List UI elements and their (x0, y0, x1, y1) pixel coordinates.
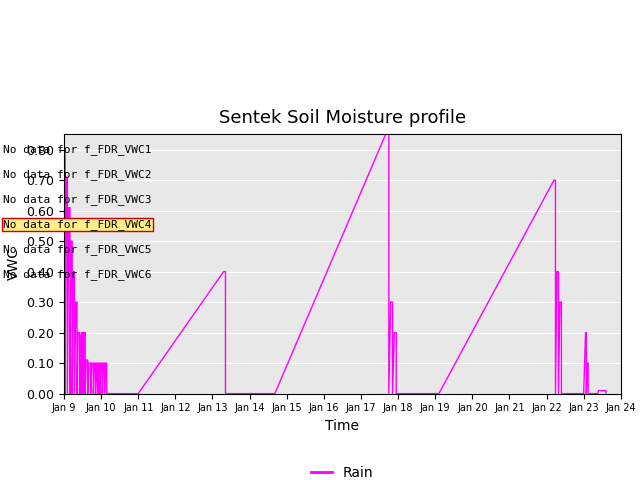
Text: No data for f_FDR_VWC6: No data for f_FDR_VWC6 (3, 269, 152, 280)
Text: No data for f_FDR_VWC5: No data for f_FDR_VWC5 (3, 244, 152, 255)
X-axis label: Time: Time (325, 419, 360, 433)
Y-axis label: VWC: VWC (7, 248, 20, 280)
Text: No data for f_FDR_VWC1: No data for f_FDR_VWC1 (3, 144, 152, 155)
Text: No data for f_FDR_VWC3: No data for f_FDR_VWC3 (3, 194, 152, 205)
Text: No data for f_FDR_VWC2: No data for f_FDR_VWC2 (3, 169, 152, 180)
Text: No data for f_FDR_VWC4: No data for f_FDR_VWC4 (3, 219, 152, 230)
Title: Sentek Soil Moisture profile: Sentek Soil Moisture profile (219, 109, 466, 127)
Legend: Rain: Rain (305, 460, 380, 480)
